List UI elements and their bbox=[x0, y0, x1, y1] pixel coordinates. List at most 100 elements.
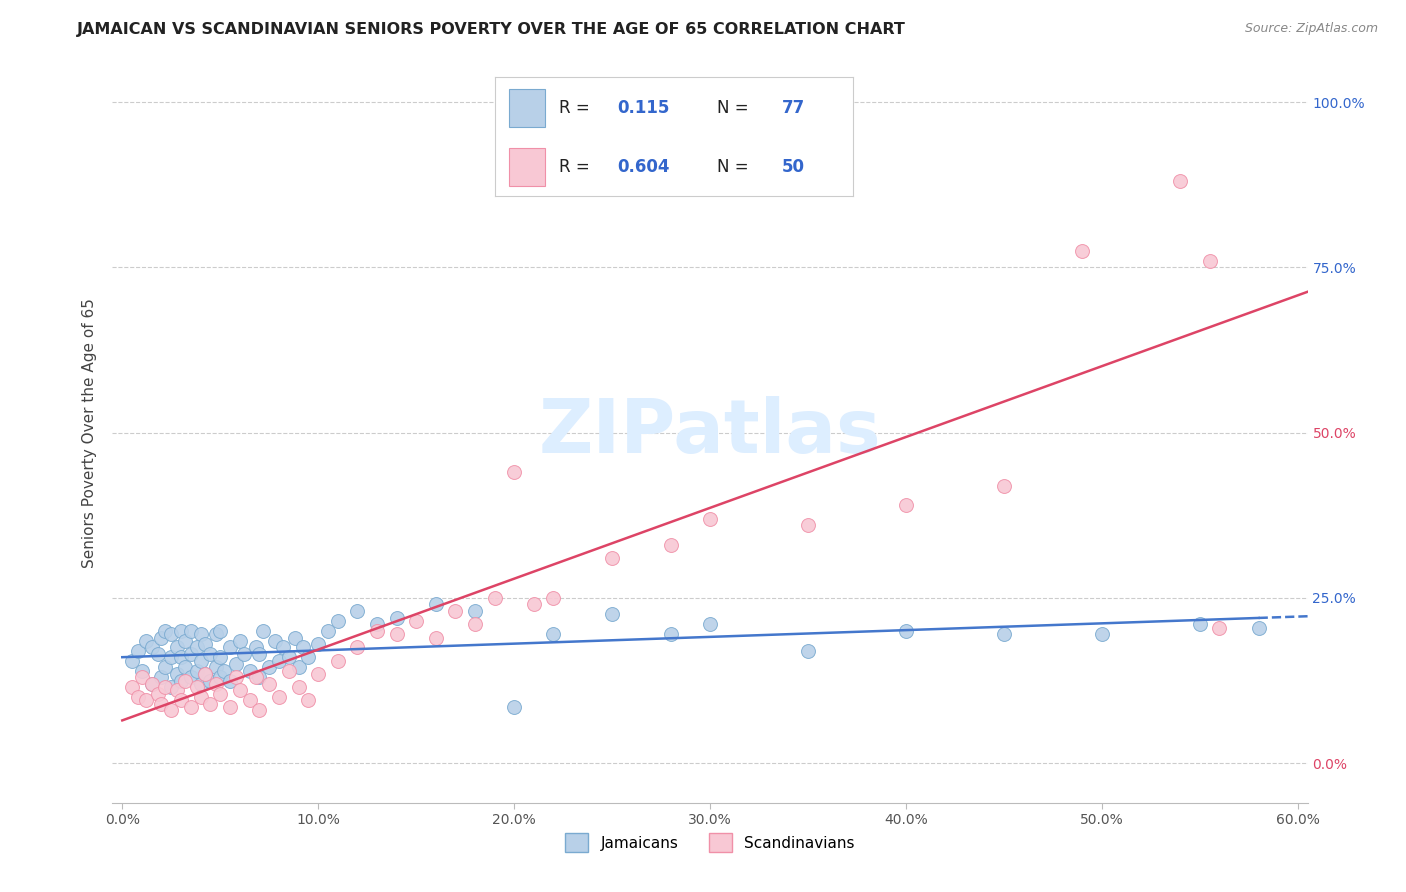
Point bbox=[212, 664, 235, 678]
Point bbox=[425, 598, 447, 612]
Point bbox=[127, 690, 149, 704]
Point bbox=[146, 647, 169, 661]
Point bbox=[193, 666, 215, 681]
Point bbox=[385, 627, 408, 641]
Point bbox=[249, 670, 271, 684]
Point bbox=[993, 478, 1015, 492]
Point bbox=[166, 683, 188, 698]
Point bbox=[326, 614, 349, 628]
Point bbox=[249, 647, 271, 661]
Point bbox=[180, 647, 202, 661]
Point bbox=[205, 660, 228, 674]
Point bbox=[170, 650, 193, 665]
Point bbox=[797, 644, 820, 658]
Point bbox=[366, 624, 388, 638]
Point bbox=[444, 604, 467, 618]
Point bbox=[699, 617, 721, 632]
Point bbox=[155, 660, 177, 674]
Point bbox=[894, 499, 917, 513]
Point bbox=[190, 677, 212, 691]
Point bbox=[1071, 244, 1094, 258]
Point bbox=[249, 703, 271, 717]
Point bbox=[155, 680, 177, 694]
Point bbox=[287, 680, 309, 694]
Point bbox=[186, 664, 208, 678]
Point bbox=[200, 647, 222, 661]
Point bbox=[166, 640, 188, 655]
Point bbox=[257, 660, 280, 674]
Point bbox=[1198, 253, 1220, 268]
Point bbox=[174, 633, 197, 648]
Point bbox=[297, 693, 319, 707]
Point bbox=[209, 670, 232, 684]
Point bbox=[1208, 621, 1230, 635]
Point bbox=[200, 673, 222, 688]
Point bbox=[121, 680, 143, 694]
Point bbox=[699, 511, 721, 525]
Point bbox=[160, 650, 183, 665]
Point bbox=[405, 614, 427, 628]
Point bbox=[190, 627, 212, 641]
Point bbox=[239, 693, 262, 707]
Point bbox=[287, 660, 309, 674]
Point bbox=[366, 617, 388, 632]
Point bbox=[229, 633, 252, 648]
Point bbox=[307, 637, 329, 651]
Point bbox=[669, 92, 692, 106]
Point bbox=[239, 664, 262, 678]
Text: Source: ZipAtlas.com: Source: ZipAtlas.com bbox=[1244, 22, 1378, 36]
Y-axis label: Seniors Poverty Over the Age of 65: Seniors Poverty Over the Age of 65 bbox=[82, 298, 97, 567]
Point bbox=[209, 687, 232, 701]
Point bbox=[160, 703, 183, 717]
Point bbox=[252, 624, 274, 638]
Point bbox=[1247, 621, 1270, 635]
Point bbox=[141, 677, 163, 691]
Point bbox=[150, 670, 173, 684]
Point bbox=[180, 624, 202, 638]
Point bbox=[284, 631, 307, 645]
Point bbox=[219, 640, 242, 655]
Point bbox=[170, 624, 193, 638]
Point bbox=[186, 640, 208, 655]
Point bbox=[464, 617, 486, 632]
Point bbox=[326, 654, 349, 668]
Point bbox=[190, 654, 212, 668]
Point bbox=[160, 627, 183, 641]
Point bbox=[170, 673, 193, 688]
Point bbox=[160, 680, 183, 694]
Point bbox=[229, 683, 252, 698]
Point bbox=[659, 538, 682, 552]
Point bbox=[600, 551, 623, 566]
Point bbox=[600, 607, 623, 622]
Point bbox=[659, 627, 682, 641]
Point bbox=[346, 640, 368, 655]
Point bbox=[894, 624, 917, 638]
Point bbox=[150, 631, 173, 645]
Point bbox=[225, 657, 247, 671]
Point bbox=[150, 697, 173, 711]
Legend: Jamaicans, Scandinavians: Jamaicans, Scandinavians bbox=[560, 827, 860, 858]
Point bbox=[232, 647, 254, 661]
Point bbox=[1188, 617, 1211, 632]
Point bbox=[543, 627, 565, 641]
Point bbox=[170, 693, 193, 707]
Point bbox=[245, 670, 267, 684]
Point bbox=[219, 673, 242, 688]
Point bbox=[180, 700, 202, 714]
Point bbox=[297, 650, 319, 665]
Point bbox=[121, 654, 143, 668]
Point bbox=[503, 700, 526, 714]
Text: ZIPatlas: ZIPatlas bbox=[538, 396, 882, 469]
Point bbox=[464, 604, 486, 618]
Point bbox=[257, 677, 280, 691]
Point bbox=[205, 627, 228, 641]
Point bbox=[166, 666, 188, 681]
Point bbox=[1091, 627, 1114, 641]
Text: JAMAICAN VS SCANDINAVIAN SENIORS POVERTY OVER THE AGE OF 65 CORRELATION CHART: JAMAICAN VS SCANDINAVIAN SENIORS POVERTY… bbox=[77, 22, 907, 37]
Point bbox=[277, 664, 299, 678]
Point bbox=[503, 465, 526, 479]
Point bbox=[127, 644, 149, 658]
Point bbox=[131, 670, 153, 684]
Point bbox=[797, 518, 820, 533]
Point bbox=[267, 690, 290, 704]
